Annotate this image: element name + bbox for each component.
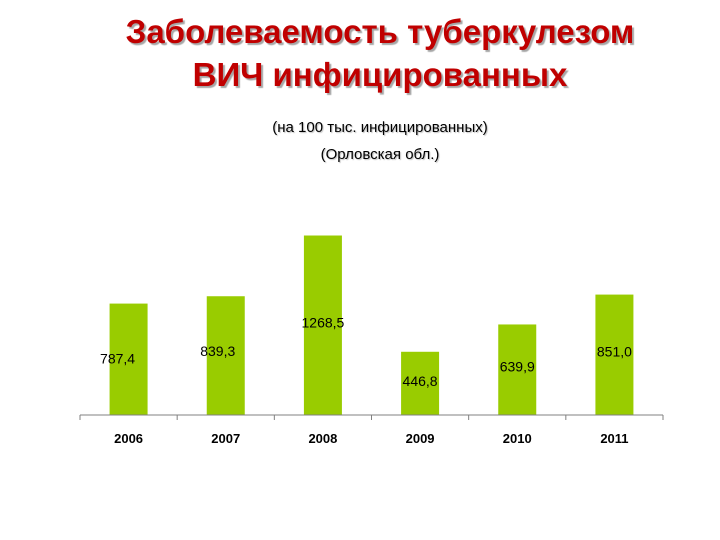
value-label-2006: 787,4 bbox=[100, 351, 135, 367]
value-label-2007: 839,3 bbox=[200, 343, 235, 359]
x-tick-label-2008: 2008 bbox=[308, 431, 337, 446]
bar-2006 bbox=[109, 303, 148, 415]
bar-2008 bbox=[303, 235, 342, 415]
x-tick-label-2010: 2010 bbox=[503, 431, 532, 446]
bar-2010 bbox=[498, 324, 537, 415]
bar-2009 bbox=[401, 351, 440, 415]
value-label-2009: 446,8 bbox=[403, 373, 438, 389]
x-tick-label-2007: 2007 bbox=[211, 431, 240, 446]
chart-subtitle-line-2: (Орловская обл.) bbox=[320, 146, 440, 163]
chart-title-line-1: Заболеваемость туберкулезом bbox=[125, 13, 635, 50]
value-label-2010: 639,9 bbox=[500, 358, 535, 374]
x-tick-label-2009: 2009 bbox=[406, 431, 435, 446]
value-label-2008: 1268,5 bbox=[302, 315, 345, 331]
chart-subtitle-line-1: (на 100 тыс. инфицированных) bbox=[272, 119, 488, 136]
bar-2007 bbox=[206, 296, 245, 415]
x-tick-label-2011: 2011 bbox=[600, 431, 628, 446]
bar-2011 bbox=[595, 294, 634, 415]
value-label-2011: 851,0 bbox=[597, 344, 632, 360]
chart-title-line-2: ВИЧ инфицированных bbox=[192, 56, 568, 93]
x-tick-label-2006: 2006 bbox=[114, 431, 143, 446]
